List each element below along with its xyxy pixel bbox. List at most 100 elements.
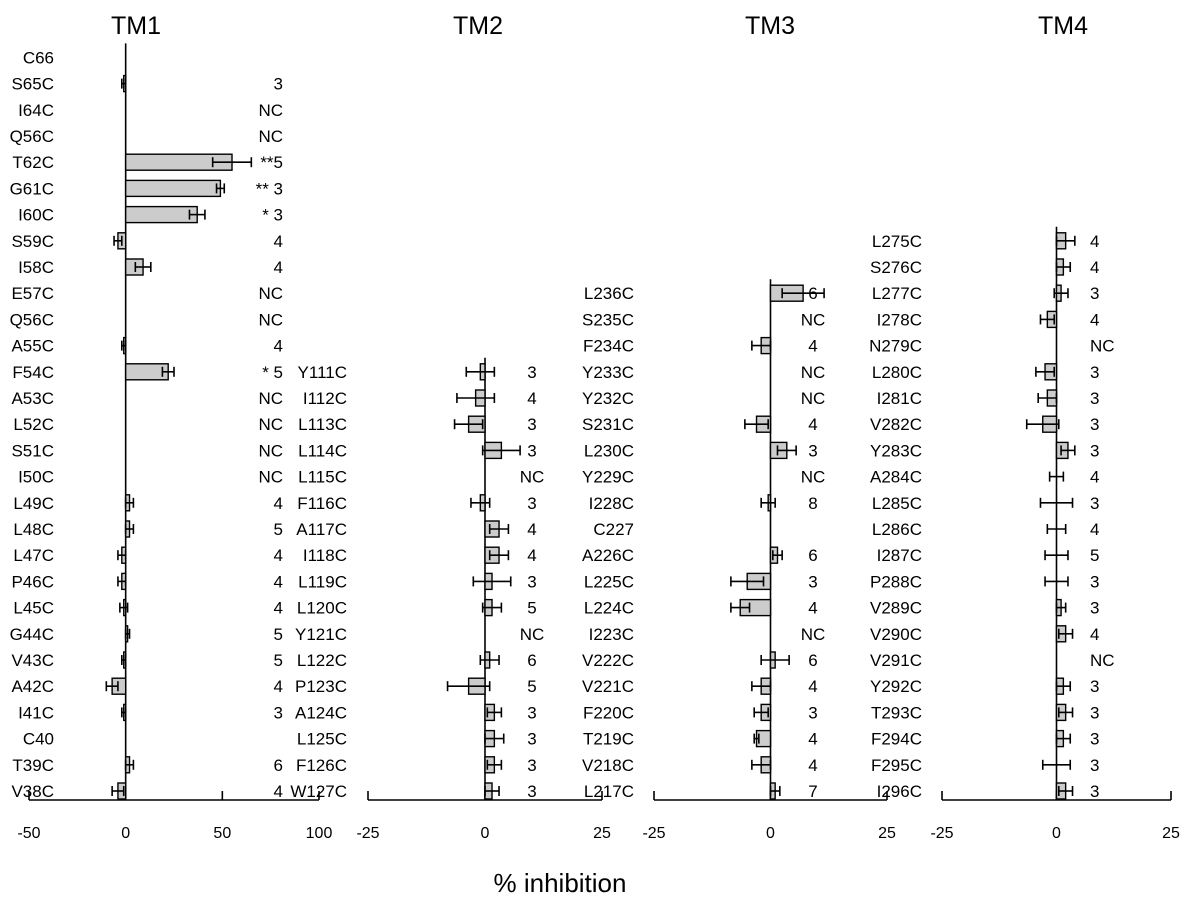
mutant-label: S235C — [582, 310, 634, 329]
sample-count-label: NC — [258, 468, 283, 487]
mutant-label: V289C — [870, 599, 922, 618]
sample-count-label: 3 — [527, 782, 536, 801]
sample-count-label: 4 — [527, 546, 536, 565]
mutant-label: Y111C — [298, 363, 347, 382]
mutant-label: V43C — [11, 651, 54, 670]
mutant-label: L280C — [872, 363, 922, 382]
sample-count-label: 3 — [808, 572, 817, 591]
sample-count-label: * 5 — [262, 363, 283, 382]
x-tick-label-tm2: -25 — [356, 825, 379, 842]
mutant-label: G44C — [10, 625, 54, 644]
sample-count-label: 4 — [808, 599, 817, 618]
mutant-label: I296C — [877, 782, 922, 801]
mutant-label: S51C — [11, 441, 54, 460]
sample-count-label: NC — [258, 101, 283, 120]
sample-count-label: 3 — [527, 441, 536, 460]
sample-count-label: 4 — [527, 520, 536, 539]
mutant-label: V218C — [582, 756, 634, 775]
mutant-label: S65C — [11, 75, 54, 94]
sample-count-label: 4 — [274, 677, 283, 696]
sample-count-label: 5 — [274, 625, 283, 644]
panel-title-tm1: TM1 — [111, 12, 161, 40]
sample-count-label: 3 — [808, 703, 817, 722]
mutant-label: F220C — [583, 703, 634, 722]
mutant-label: L217C — [584, 782, 634, 801]
mutant-label: L120C — [297, 599, 347, 618]
mutant-label: I278C — [877, 310, 922, 329]
mutant-label: Y121C — [295, 625, 347, 644]
mutant-label: P123C — [295, 677, 347, 696]
mutant-label: A117C — [296, 520, 347, 539]
sample-count-label: ** 3 — [256, 179, 283, 198]
sample-count-label: 4 — [1090, 468, 1099, 487]
mutant-label: I118C — [303, 546, 347, 565]
sample-count-label: 4 — [274, 599, 283, 618]
sample-count-label: 3 — [274, 703, 283, 722]
mutant-label: I112C — [303, 389, 347, 408]
sample-count-label: 3 — [527, 703, 536, 722]
x-tick-label-tm4: -25 — [930, 825, 953, 842]
sample-count-label: 4 — [274, 258, 283, 277]
sample-count-label: 5 — [274, 651, 283, 670]
mutant-label: L49C — [13, 494, 54, 513]
sample-count-label: 5 — [1090, 546, 1099, 565]
x-tick-label-tm2: 25 — [593, 825, 611, 842]
mutant-label: F54C — [12, 363, 54, 382]
sample-count-label: 4 — [274, 337, 283, 356]
mutant-label: T39C — [12, 756, 54, 775]
mutant-label: L52C — [13, 415, 54, 434]
mutant-label: A226C — [582, 546, 634, 565]
sample-count-label: NC — [258, 415, 283, 434]
mutant-label: V222C — [582, 651, 634, 670]
mutant-label: Q56C — [10, 127, 54, 146]
sample-count-label: 4 — [274, 572, 283, 591]
mutant-label: A284C — [870, 468, 922, 487]
sample-count-label: 3 — [1090, 415, 1099, 434]
sample-count-label: 3 — [527, 494, 536, 513]
sample-count-label: 3 — [1090, 389, 1099, 408]
sample-count-label: 4 — [1090, 520, 1099, 539]
mutant-label: F126C — [296, 756, 347, 775]
sample-count-label: 3 — [527, 756, 536, 775]
sample-count-label: NC — [801, 363, 826, 382]
mutant-label: I50C — [18, 468, 54, 487]
mutant-label: I228C — [589, 494, 634, 513]
sample-count-label: 3 — [1090, 494, 1099, 513]
mutant-label: Q56C — [10, 310, 54, 329]
sample-count-label: 3 — [1090, 756, 1099, 775]
x-tick-label-tm3: 0 — [766, 825, 775, 842]
sample-count-label: 4 — [274, 546, 283, 565]
inhibition-bar — [124, 179, 222, 198]
mutant-label: I58C — [18, 258, 54, 277]
mutant-label: E57C — [11, 284, 54, 303]
mutant-label: L224C — [584, 599, 634, 618]
sample-count-label: NC — [801, 468, 826, 487]
sample-count-label: 3 — [1090, 703, 1099, 722]
sample-count-label: 5 — [274, 520, 283, 539]
mutant-label: C66 — [23, 48, 54, 67]
mutant-label: T219C — [583, 730, 634, 749]
sample-count-label: 4 — [527, 389, 536, 408]
x-tick-label-tm1: -50 — [17, 825, 40, 842]
sample-count-label: 4 — [1090, 310, 1099, 329]
sample-count-label: 6 — [808, 284, 817, 303]
sample-count-label: 4 — [274, 232, 283, 251]
sample-count-label: NC — [1090, 337, 1115, 356]
sample-count-label: 5 — [527, 599, 536, 618]
sample-count-label: NC — [258, 127, 283, 146]
sample-count-label: NC — [258, 441, 283, 460]
mutant-label: S59C — [11, 232, 54, 251]
mutant-label: I41C — [18, 703, 54, 722]
mutant-label: P288C — [870, 572, 922, 591]
sample-count-label: 4 — [1090, 258, 1099, 277]
sample-count-label: **5 — [260, 153, 283, 172]
x-tick-label-tm3: 25 — [878, 825, 896, 842]
sample-count-label: 4 — [808, 677, 817, 696]
x-tick-label-tm1: 0 — [121, 825, 130, 842]
mutant-label: V38C — [11, 782, 54, 801]
mutant-label: L119C — [298, 572, 347, 591]
mutant-label: L47C — [13, 546, 54, 565]
sample-count-label: 3 — [808, 441, 817, 460]
sample-count-label: 6 — [808, 651, 817, 670]
